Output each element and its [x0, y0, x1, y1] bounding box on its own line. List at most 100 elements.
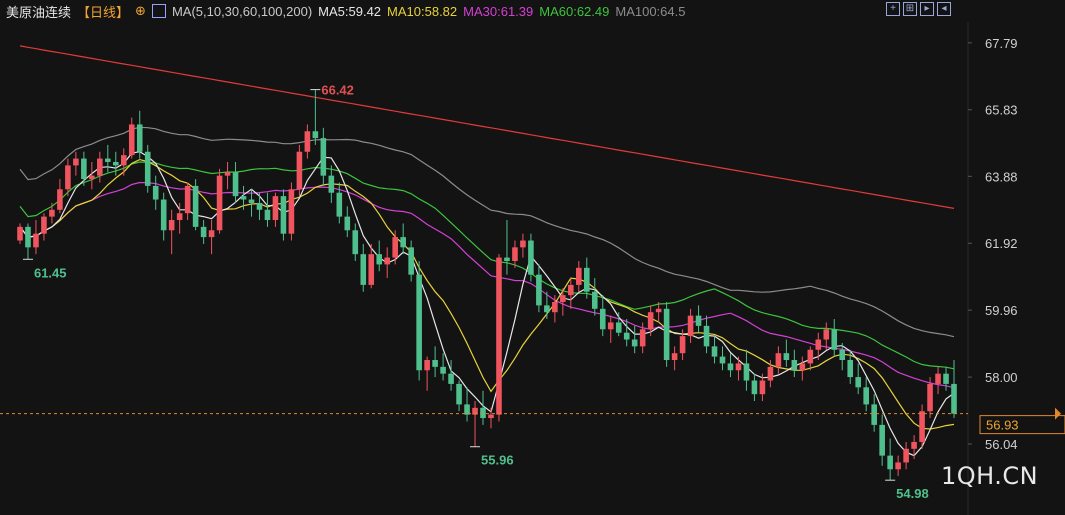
- candle-body: [807, 349, 814, 364]
- current-price-label: 56.93: [986, 418, 1019, 433]
- ma10-line: [19, 158, 955, 430]
- candle-body: [112, 161, 119, 166]
- candle-body: [711, 346, 718, 357]
- candle-body: [288, 189, 295, 234]
- candle-body: [647, 312, 654, 330]
- candle-body: [520, 240, 526, 248]
- candle-body: [216, 175, 223, 231]
- candle-body: [631, 339, 638, 347]
- candle-body: [192, 185, 199, 227]
- candle-body: [392, 237, 398, 258]
- watermark: 1QH.CN: [941, 462, 1039, 490]
- candle-body: [472, 407, 478, 415]
- crosshair-icon[interactable]: +: [886, 2, 900, 16]
- candle-body: [168, 220, 175, 231]
- candle-body: [751, 380, 758, 395]
- candle-body: [951, 383, 957, 414]
- chart-indicator-icon[interactable]: ▸: [920, 2, 934, 16]
- candle-body: [408, 247, 414, 275]
- candle-body: [583, 267, 590, 292]
- candle-body: [599, 308, 606, 330]
- y-tick-label: 63.88: [985, 169, 1018, 184]
- candle-body: [160, 199, 167, 231]
- candle-body: [903, 448, 909, 463]
- candle-body: [128, 124, 135, 156]
- ma100-value: MA100:64.5: [615, 3, 686, 19]
- candle-body: [871, 404, 877, 425]
- candle-body: [775, 353, 782, 367]
- candle-body: [879, 424, 885, 456]
- chart-compare-icon[interactable]: ⊞: [903, 2, 917, 16]
- candle-body: [73, 158, 79, 166]
- candle-body: [719, 356, 726, 364]
- candle-body: [512, 247, 518, 261]
- candle-body: [815, 339, 822, 350]
- ma-settings-icon[interactable]: [151, 4, 166, 18]
- ma30-line: [19, 181, 955, 389]
- current-price-tag: [979, 415, 1065, 435]
- candle-body: [727, 363, 734, 371]
- candle-body: [49, 209, 55, 217]
- candle-body: [152, 185, 159, 200]
- candle-body: [136, 124, 143, 152]
- candle-body: [256, 202, 263, 210]
- candle-body: [65, 165, 71, 190]
- candle-body: [440, 366, 446, 374]
- candle-body: [344, 216, 351, 231]
- chart-header: 美原油连续 【日线】 ⊕ MA(5,10,30,60,100,200) MA5:…: [0, 0, 1065, 22]
- candle-body: [703, 325, 710, 347]
- candle-body: [280, 196, 287, 234]
- ma5-line: [19, 151, 955, 457]
- candle-body: [687, 315, 694, 337]
- candle-body: [240, 196, 247, 200]
- candle-body: [176, 213, 183, 221]
- candle-body: [33, 233, 39, 248]
- candle-body: [424, 360, 430, 371]
- candle-body: [368, 254, 375, 285]
- ma60-line: [19, 161, 955, 370]
- ma30-value: MA30:61.39: [463, 3, 534, 19]
- candle-body: [336, 192, 343, 217]
- ma100-line: [19, 126, 955, 338]
- extreme-label: 54.98: [896, 486, 929, 501]
- ma10-value: MA10:58.82: [387, 3, 458, 19]
- candle-body: [663, 308, 670, 361]
- candle-body: [224, 172, 231, 176]
- ma60-value: MA60:62.49: [539, 3, 610, 19]
- candle-body: [560, 295, 566, 302]
- ma5-value: MA5:59.42: [318, 3, 382, 19]
- candle-body: [320, 138, 327, 176]
- chart-back-icon[interactable]: ◂: [937, 2, 951, 16]
- candle-body: [17, 226, 23, 241]
- candle-body: [552, 301, 558, 313]
- candle-body: [312, 131, 319, 139]
- candle-body: [671, 353, 678, 361]
- candle-body: [607, 322, 614, 330]
- ma-params[interactable]: MA(5,10,30,60,100,200): [171, 3, 313, 19]
- candle-body: [448, 373, 454, 384]
- candle-body: [144, 151, 151, 186]
- candle-body: [591, 291, 598, 309]
- candle-body: [456, 383, 462, 405]
- period-selector[interactable]: 【日线】: [77, 4, 130, 20]
- candle-body: [120, 155, 127, 166]
- add-indicator-icon[interactable]: ⊕: [135, 3, 146, 18]
- extreme-label: 66.42: [321, 83, 354, 98]
- candle-body: [695, 315, 702, 326]
- current-price-arrow-icon: [1055, 407, 1061, 420]
- candle-body: [304, 131, 311, 152]
- candle-body: [105, 158, 111, 162]
- candle-body: [847, 360, 854, 378]
- candle-body: [384, 257, 391, 265]
- extreme-label: 55.96: [481, 453, 514, 468]
- candle-body: [783, 353, 790, 361]
- candle-body: [81, 158, 87, 180]
- candle-body: [360, 254, 367, 285]
- candle-body: [208, 230, 215, 238]
- candle-body: [655, 308, 662, 313]
- candle-body: [831, 329, 838, 350]
- candle-body: [264, 209, 271, 221]
- ma200-line: [19, 45, 955, 209]
- candle-body: [919, 411, 925, 442]
